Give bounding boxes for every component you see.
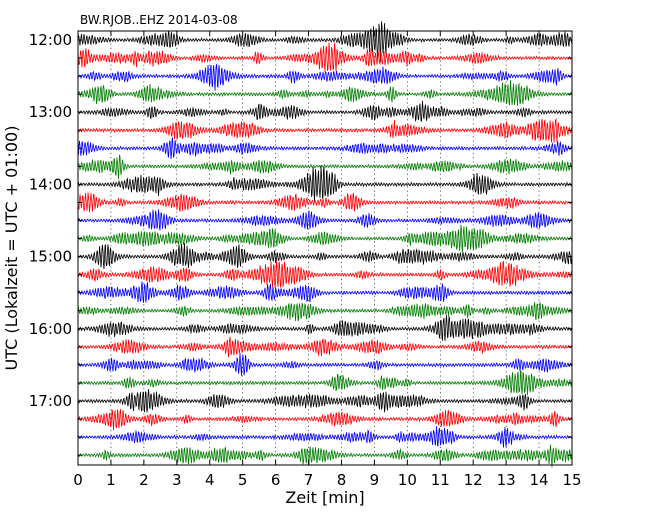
trace-1745 [77,444,573,468]
trace-1730 [77,426,573,448]
y-tick-label: 16:00 [29,320,72,338]
x-tick-label: 2 [139,471,149,489]
x-tick-label: 8 [337,471,347,489]
x-tick-label: 6 [271,471,281,489]
x-tick-label: 0 [73,471,83,489]
trace-1700 [77,389,573,413]
x-tick-label: 12 [464,471,483,489]
x-tick-label: 4 [205,471,215,489]
x-axis-ticks: 0 1 2 3 4 5 6 7 8 9 10 11 12 13 14 15 [73,31,582,489]
trace-1200 [77,21,573,63]
x-tick-label: 3 [172,471,182,489]
x-tick-label: 7 [304,471,314,489]
trace-1645 [77,370,573,396]
trace-1515 [77,260,573,288]
trace-1430 [77,209,573,231]
y-axis-ticks: 12:00 13:00 14:00 15:00 16:00 17:00 [29,31,572,456]
trace-1715 [77,409,573,431]
x-tick-label: 9 [370,471,380,489]
trace-1545 [77,302,573,322]
trace-1500 [77,243,573,270]
trace-1245 [77,79,573,106]
y-tick-label: 12:00 [29,31,72,49]
x-tick-label: 11 [431,471,450,489]
x-tick-label: 5 [238,471,248,489]
trace-1630 [77,352,573,376]
x-tick-label: 10 [398,471,417,489]
trace-1300 [78,100,573,123]
x-tick-label: 14 [530,471,549,489]
traces [77,21,573,468]
trace-1530 [77,281,573,303]
trace-1400 [77,165,573,202]
trace-1415 [77,192,573,213]
trace-1330 [77,137,573,159]
grid-lines [110,31,540,465]
y-tick-label: 14:00 [29,175,72,193]
trace-1445 [77,224,573,253]
y-tick-label: 15:00 [29,248,72,266]
trace-1315 [77,117,573,143]
y-axis-label: UTC (Lokalzeit = UTC + 01:00) [2,126,21,371]
x-axis-label: Zeit [min] [285,488,364,507]
trace-1230 [77,64,573,91]
trace-1345 [77,153,573,180]
x-tick-label: 13 [497,471,516,489]
x-tick-label: 1 [106,471,116,489]
trace-1600 [77,315,573,341]
trace-1615 [77,336,573,358]
y-tick-label: 17:00 [29,392,72,410]
y-tick-label: 13:00 [29,103,72,121]
plot-frame [77,30,573,466]
chart-title: BW.RJOB..EHZ 2014-03-08 [80,13,238,27]
trace-1215 [77,42,573,73]
x-tick-label: 15 [562,471,581,489]
